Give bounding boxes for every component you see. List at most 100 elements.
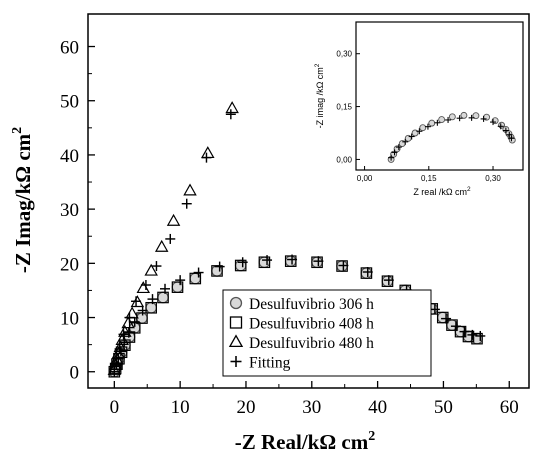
data-point-triangle <box>154 239 169 252</box>
inset-data-point-circle <box>419 124 427 132</box>
inset-data-point-plus <box>468 114 475 121</box>
inset-x-axis-title-sup: 2 <box>467 186 471 193</box>
data-point-circle <box>284 255 297 267</box>
legend: Desulfuvibrio 306 h Desulfuvibrio 408 h De… <box>222 289 432 377</box>
data-point-circle <box>311 256 323 269</box>
legend-label: Desulfuvibrio 480 h <box>249 335 374 352</box>
data-point-plus <box>338 260 349 271</box>
main-y-tick-label: 60 <box>60 38 79 59</box>
inset-x-tick-label: 0,00 <box>357 174 373 183</box>
main-y-axis-title-text: -Z Imag/kΩ cm <box>11 133 35 273</box>
data-point-triangle <box>201 146 215 159</box>
data-point-square <box>157 291 169 304</box>
inset-y-tick-label: 0,30 <box>336 50 352 59</box>
data-point-triangle <box>125 306 139 319</box>
data-point-plus <box>131 296 142 307</box>
data-point-square <box>234 259 247 272</box>
data-point-triangle <box>115 333 129 346</box>
data-point-triangle <box>166 213 181 226</box>
data-point-plus <box>429 304 440 315</box>
main-x-axis-title-sup: 2 <box>368 429 375 444</box>
data-point-square <box>446 319 458 331</box>
data-point-square <box>189 272 202 285</box>
data-point-square <box>108 365 121 378</box>
legend-marker-plus <box>230 356 242 367</box>
data-point-plus <box>201 152 212 163</box>
data-point-plus <box>459 326 470 337</box>
main-x-tick-label: 30 <box>302 397 321 418</box>
legend-box <box>222 289 432 377</box>
inset-data-point-circle <box>428 119 436 127</box>
data-point-triangle <box>136 281 151 294</box>
inset-panel: 0,00 0,15 0,30 0,000,150,30 Z real /kΩ cm2… <box>314 21 524 197</box>
data-point-plus <box>383 275 394 286</box>
main-x-tick-label: 60 <box>500 397 519 418</box>
inset-y-tick-label: 0,00 <box>336 155 352 164</box>
data-point-plus <box>137 305 148 316</box>
data-point-plus <box>147 294 158 305</box>
main-y-tick-label: 50 <box>60 92 79 113</box>
data-point-triangle <box>118 324 132 337</box>
data-point-plus <box>181 198 192 209</box>
main-x-axis-title-text: -Z Real/kΩ cm <box>235 430 369 454</box>
inset-data-point-plus <box>416 128 423 135</box>
inset-x-tick-label: 0,30 <box>485 174 501 183</box>
main-y-axis-title-sup: 2 <box>10 127 25 134</box>
main-y-tick-label: 20 <box>60 254 79 275</box>
legend-marker-circle <box>229 296 243 310</box>
data-point-plus <box>114 343 125 354</box>
main-y-tick-label: 0 <box>70 363 80 384</box>
main-y-tick-label: 40 <box>60 146 79 167</box>
data-point-plus <box>111 358 122 369</box>
main-y-axis: 0 10 20 30 40 50 60 <box>60 38 95 384</box>
data-point-plus <box>175 275 186 286</box>
data-point-plus <box>441 313 452 324</box>
data-point-plus <box>160 283 171 294</box>
inset-data-point-plus <box>490 119 497 126</box>
inset-data-point-circle <box>472 112 480 120</box>
data-point-square <box>258 256 271 269</box>
inset-x-axis: 0,00 0,15 0,30 <box>357 166 501 183</box>
data-point-square <box>436 311 449 324</box>
data-point-plus <box>118 329 129 340</box>
inset-data-point-plus <box>388 154 395 161</box>
inset-data-point-plus <box>434 119 441 126</box>
main-x-axis-title: -Z Real/kΩ cm2 <box>235 429 375 454</box>
data-point-plus <box>450 321 461 332</box>
main-y-tick-label: 30 <box>60 200 79 221</box>
inset-series-plus <box>388 114 515 161</box>
inset-x-axis-title: Z real /kΩ cm2 <box>413 186 471 197</box>
data-point-circle <box>157 291 169 304</box>
data-point-triangle <box>183 183 197 196</box>
inset-data-point-plus <box>456 115 463 122</box>
inset-data-point-plus <box>497 123 504 130</box>
data-point-plus <box>225 109 236 120</box>
data-point-plus <box>237 257 248 268</box>
inset-data-point-plus <box>506 131 513 138</box>
main-x-tick-label: 10 <box>171 397 190 418</box>
data-point-plus <box>115 346 126 357</box>
data-point-square <box>311 256 323 269</box>
data-point-circle <box>360 267 373 279</box>
legend-marker-square <box>229 316 243 329</box>
inset-data-point-circle <box>438 116 446 124</box>
series-plus <box>109 109 486 377</box>
inset-data-point-circle <box>460 111 468 119</box>
data-point-triangle <box>225 101 239 114</box>
inset-y-axis-title: -Z imag /kΩ cm2 <box>314 63 325 128</box>
data-point-triangle <box>144 263 158 276</box>
inset-data-point-plus <box>408 133 415 140</box>
data-point-circle <box>258 256 271 269</box>
data-point-plus <box>140 280 151 291</box>
data-point-plus <box>109 366 120 377</box>
data-point-square <box>284 255 297 267</box>
inset-frame <box>355 21 524 171</box>
main-x-tick-label: 20 <box>236 397 255 418</box>
main-x-tick-label: 40 <box>368 397 387 418</box>
legend-label: Fitting <box>249 355 291 372</box>
data-point-plus <box>313 256 324 267</box>
inset-data-point-plus <box>508 135 515 142</box>
inset-y-tick-label: 0,15 <box>336 103 352 112</box>
inset-data-point-plus <box>402 138 409 145</box>
